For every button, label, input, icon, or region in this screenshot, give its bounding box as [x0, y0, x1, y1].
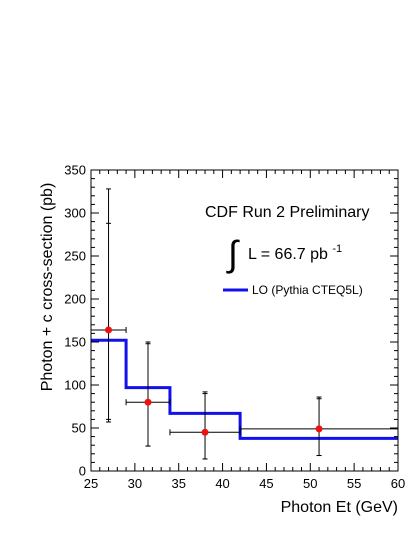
frame-layer: [90, 169, 399, 472]
lo-prediction-step-line: [91, 338, 398, 440]
x-tick-label: 35: [171, 476, 185, 491]
y-tick-label: 50: [72, 421, 86, 436]
x-tick-label: 60: [391, 476, 405, 491]
x-tick-label: 50: [303, 476, 317, 491]
data-point: [144, 398, 152, 406]
data-point: [105, 326, 113, 334]
x-tick-label: 55: [347, 476, 361, 491]
x-axis-title: Photon Et (GeV): [281, 499, 398, 516]
y-axis-title: Photon + c cross-section (pb): [39, 183, 56, 392]
data-point-group: [169, 391, 241, 460]
x-tick-label: 30: [128, 476, 142, 491]
y-tick-label: 300: [64, 206, 86, 221]
x-tick-label: 40: [215, 476, 229, 491]
data-layer: [90, 188, 399, 460]
luminosity-label: L = 66.7 pb -1: [248, 243, 342, 263]
data-point-group: [125, 341, 171, 447]
luminosity-exponent: -1: [332, 243, 342, 255]
plot-frame: [90, 169, 399, 472]
data-point-group: [239, 396, 399, 457]
data-point-group: [90, 188, 127, 423]
luminosity-text: L = 66.7 pb: [248, 246, 328, 263]
x-tick-label: 45: [259, 476, 273, 491]
x-tick-label: 25: [84, 476, 98, 491]
integral-symbol: ∫: [226, 233, 240, 274]
y-tick-label: 200: [64, 292, 86, 307]
chart-annotation-title: CDF Run 2 Preliminary: [205, 204, 369, 221]
legend-label: LO (Pythia CTEQ5L): [252, 283, 363, 297]
data-point: [201, 428, 209, 436]
tick-layer: 25 30 35 40 45 50 55 60 0 50 100 150 200 250 300 350: [64, 163, 405, 492]
y-tick-label: 0: [79, 464, 86, 479]
y-tick-label: 100: [64, 378, 86, 393]
y-tick-label: 350: [64, 163, 86, 178]
y-tick-label: 250: [64, 249, 86, 264]
data-point: [315, 425, 323, 433]
y-tick-label: 150: [64, 335, 86, 350]
